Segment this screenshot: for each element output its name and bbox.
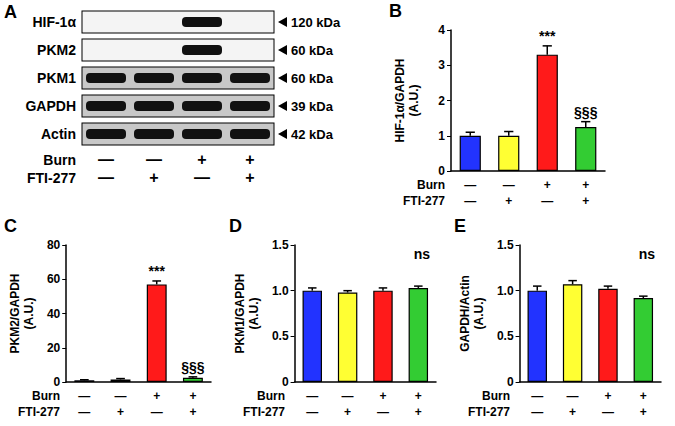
svg-text:GAPDH/Actin: GAPDH/Actin (458, 275, 472, 352)
svg-text:1: 1 (438, 129, 445, 143)
svg-text:—: — (342, 389, 354, 403)
svg-text:D: D (229, 216, 242, 236)
svg-text:PKM2/GAPDH: PKM2/GAPDH (8, 273, 22, 353)
svg-text:+: + (415, 389, 422, 403)
svg-text:+: + (544, 178, 551, 192)
svg-text:3: 3 (438, 58, 445, 72)
svg-text:—: — (464, 178, 476, 192)
svg-text:HIF-1α/GAPDH: HIF-1α/GAPDH (393, 58, 407, 142)
svg-text:GAPDH: GAPDH (25, 98, 76, 114)
svg-text:***: *** (149, 263, 166, 279)
svg-text:FTI-277: FTI-277 (403, 194, 445, 208)
svg-text:—: — (503, 178, 515, 192)
svg-text:FTI-277: FTI-277 (27, 170, 76, 186)
svg-text:Burn: Burn (43, 152, 76, 168)
svg-text:—: — (98, 169, 114, 186)
svg-text:+: + (117, 405, 124, 419)
svg-text:+: + (582, 194, 589, 208)
svg-text:+: + (344, 405, 351, 419)
svg-text:ns: ns (639, 246, 656, 262)
svg-text:Burn: Burn (257, 389, 285, 403)
svg-text:—: — (306, 389, 318, 403)
svg-text:A: A (4, 2, 17, 22)
svg-text:FTI-277: FTI-277 (243, 405, 285, 419)
svg-text:***: *** (539, 28, 556, 44)
svg-text:+: + (505, 194, 512, 208)
svg-text:0.5: 0.5 (497, 329, 514, 343)
svg-text:PKM2: PKM2 (37, 42, 76, 58)
svg-text:2: 2 (438, 94, 445, 108)
svg-text:0: 0 (54, 375, 61, 389)
svg-text:—: — (194, 169, 210, 186)
svg-text:60 kDa: 60 kDa (291, 71, 334, 86)
svg-text:1.5: 1.5 (272, 238, 289, 252)
svg-text:1.5: 1.5 (497, 238, 514, 252)
svg-text:+: + (189, 405, 196, 419)
svg-text:—: — (541, 194, 553, 208)
svg-text:—: — (531, 389, 543, 403)
svg-text:(A.U.): (A.U.) (22, 298, 36, 330)
svg-text:0: 0 (282, 375, 289, 389)
svg-text:42 kDa: 42 kDa (291, 127, 334, 142)
svg-text:Burn: Burn (482, 389, 510, 403)
svg-text:+: + (640, 389, 647, 403)
svg-text:Burn: Burn (417, 178, 445, 192)
svg-text:+: + (245, 169, 254, 186)
svg-text:FTI-277: FTI-277 (468, 405, 510, 419)
svg-text:20: 20 (47, 341, 61, 355)
svg-text:—: — (146, 151, 162, 168)
svg-text:—: — (78, 389, 90, 403)
svg-text:+: + (379, 389, 386, 403)
svg-text:1.0: 1.0 (497, 284, 514, 298)
svg-text:—: — (531, 405, 543, 419)
svg-text:(A.U.): (A.U.) (407, 85, 421, 117)
svg-text:+: + (415, 405, 422, 419)
svg-text:60 kDa: 60 kDa (291, 43, 334, 58)
svg-text:—: — (306, 405, 318, 419)
svg-text:PKM1/GAPDH: PKM1/GAPDH (233, 273, 247, 353)
svg-text:+: + (149, 169, 158, 186)
svg-text:39 kDa: 39 kDa (291, 99, 334, 114)
svg-text:Burn: Burn (32, 389, 60, 403)
svg-text:§§§: §§§ (181, 359, 205, 375)
svg-text:+: + (153, 389, 160, 403)
svg-text:120 kDa: 120 kDa (291, 15, 341, 30)
svg-text:1.0: 1.0 (272, 284, 289, 298)
svg-text:4: 4 (438, 23, 445, 37)
svg-text:80: 80 (47, 238, 61, 252)
svg-text:—: — (151, 405, 163, 419)
svg-text:—: — (464, 194, 476, 208)
svg-text:60: 60 (47, 272, 61, 286)
svg-text:—: — (567, 389, 579, 403)
svg-text:—: — (602, 405, 614, 419)
svg-text:HIF-1α: HIF-1α (32, 14, 76, 30)
svg-text:+: + (197, 151, 206, 168)
svg-text:+: + (245, 151, 254, 168)
svg-text:B: B (389, 1, 402, 21)
svg-text:E: E (454, 216, 466, 236)
svg-text:+: + (189, 389, 196, 403)
svg-text:—: — (78, 405, 90, 419)
svg-text:0: 0 (507, 375, 514, 389)
svg-text:+: + (604, 389, 611, 403)
svg-text:+: + (640, 405, 647, 419)
svg-text:(A.U.): (A.U.) (472, 298, 486, 330)
svg-text:Actin: Actin (41, 126, 76, 142)
svg-text:PKM1: PKM1 (37, 70, 76, 86)
svg-text:—: — (377, 405, 389, 419)
svg-text:+: + (569, 405, 576, 419)
svg-text:+: + (582, 178, 589, 192)
svg-text:(A.U.): (A.U.) (247, 298, 261, 330)
svg-text:§§§: §§§ (574, 104, 598, 120)
svg-text:—: — (98, 151, 114, 168)
svg-text:—: — (115, 389, 127, 403)
svg-text:40: 40 (47, 307, 61, 321)
svg-text:ns: ns (414, 246, 431, 262)
svg-text:0: 0 (438, 164, 445, 178)
svg-text:0.5: 0.5 (272, 329, 289, 343)
svg-text:C: C (4, 216, 17, 236)
svg-text:FTI-277: FTI-277 (18, 405, 60, 419)
